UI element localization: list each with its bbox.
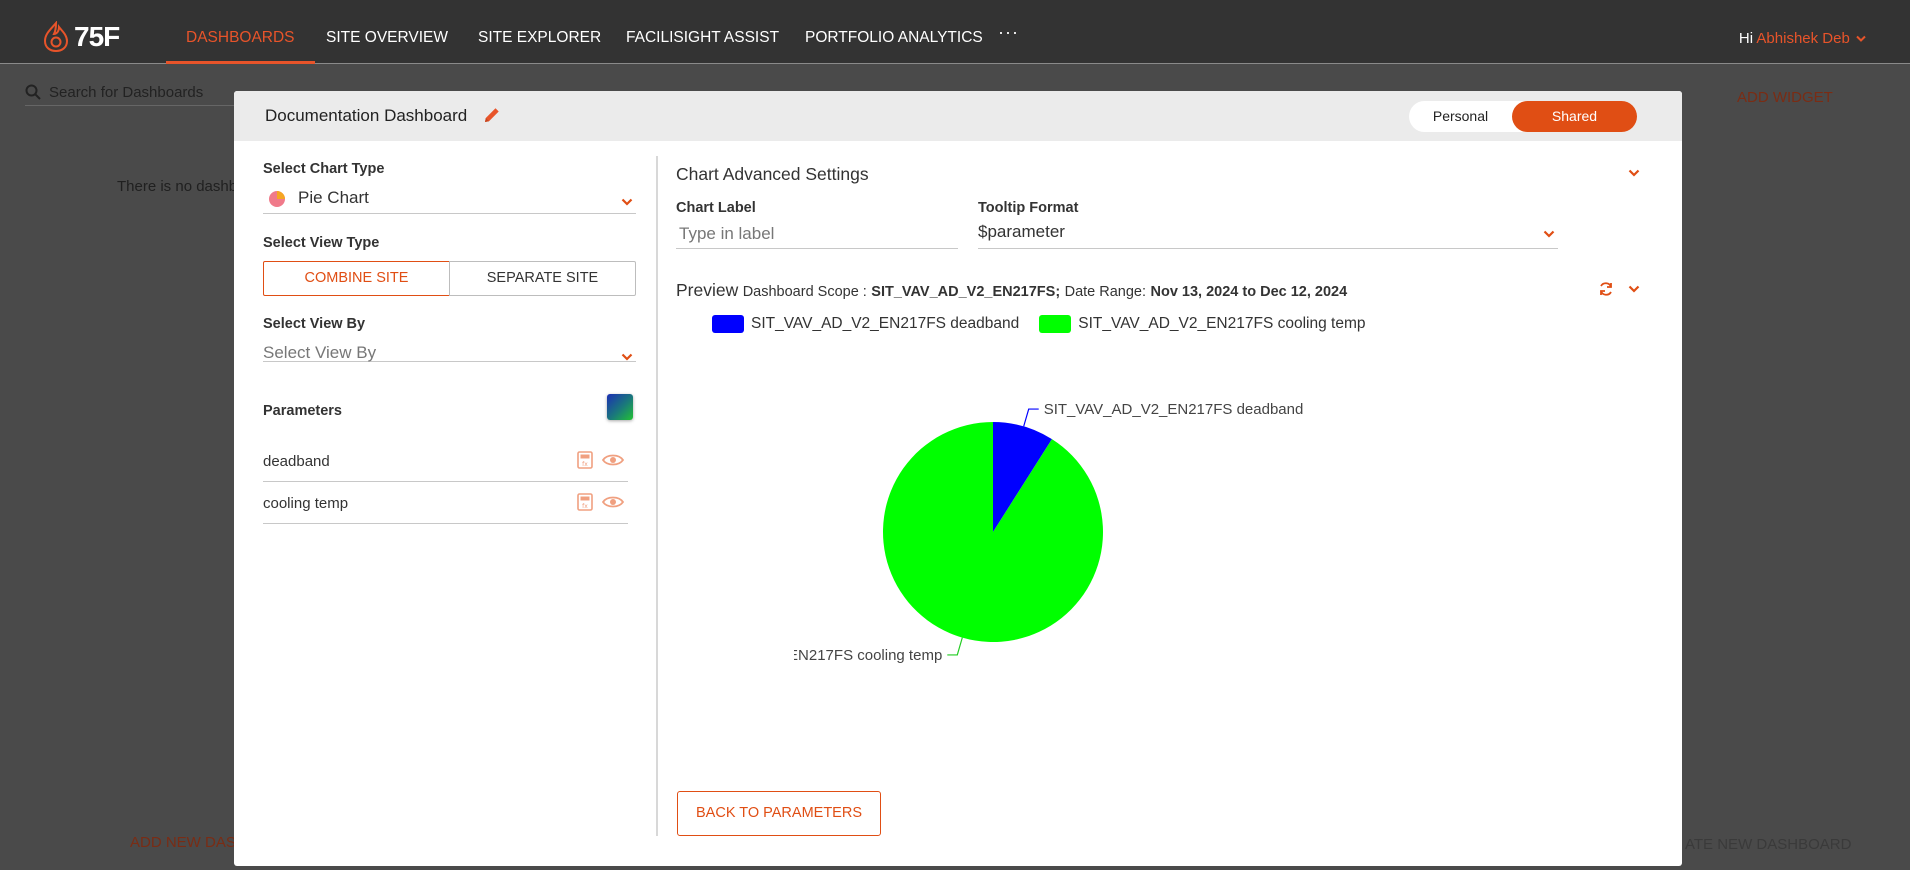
toggle-shared[interactable]: Shared [1512,101,1637,132]
eye-icon[interactable] [602,495,624,509]
calculator-icon[interactable]: fx [577,451,593,469]
eye-icon[interactable] [602,453,624,467]
chart-type-value: Pie Chart [298,188,369,207]
pencil-icon[interactable] [482,105,502,125]
combine-site-button[interactable]: COMBINE SITE [263,261,450,296]
legend-swatch-deadband[interactable] [712,315,744,333]
preview-header: Preview Dashboard Scope : SIT_VAV_AD_V2_… [676,280,1347,301]
logo-text: 75F [74,21,120,52]
chevron-down-icon[interactable] [1543,230,1555,238]
nav-site-overview[interactable]: SITE OVERVIEW [326,29,449,46]
pie-slice-deadband[interactable] [993,422,1052,532]
chevron-down-icon [1856,35,1866,42]
date-range-value: Nov 13, 2024 to Dec 12, 2024 [1150,284,1348,300]
leader-line-cooling-temp [947,637,963,656]
logo-flame-icon [43,21,69,53]
view-by-placeholder: Select View By [263,343,377,362]
tooltip-format-value: $parameter [978,222,1065,241]
greeting-text: Hi [1738,30,1754,47]
nav-site-explorer[interactable]: SITE EXPLORER [478,29,602,46]
pie-label-cooling-temp: SIT_VAV_AD_V2_EN217FS cooling temp [794,647,942,664]
legend-swatch-cooling-temp[interactable] [1039,315,1072,333]
view-by-label: Select View By [263,316,366,332]
parameters-label: Parameters [263,403,342,419]
chevron-down-icon[interactable] [621,198,633,206]
leader-line-deadband [1023,408,1039,427]
svg-text:fx: fx [582,503,588,510]
view-type-label: Select View Type [263,235,380,251]
pie-slice-cooling-temp[interactable] [883,422,1103,642]
back-to-parameters-button[interactable]: BACK TO PARAMETERS [677,791,881,836]
legend-label-deadband: SIT_VAV_AD_V2_EN217FS deadband [751,315,1020,332]
chevron-down-icon[interactable] [1628,169,1640,177]
visibility-toggle[interactable]: Personal Shared [1409,101,1637,132]
toggle-personal[interactable]: Personal [1432,108,1489,124]
logo[interactable]: 75F [42,20,120,54]
refresh-icon[interactable] [1598,281,1614,297]
chart-label-placeholder: Type in label [679,224,775,243]
dashboard-modal: Documentation Dashboard Personal Shared … [234,91,1682,866]
chart-type-label: Select Chart Type [263,161,385,177]
empty-dashboard-text: There is no dashb [117,178,238,195]
chart-type-select[interactable] [263,186,636,214]
svg-text:fx: fx [582,461,588,468]
panel-divider [656,156,658,836]
top-navigation: 75F DASHBOARDS SITE OVERVIEW SITE EXPLOR… [0,0,1910,64]
nav-more-button[interactable]: ··· [998,22,1019,42]
advanced-settings-title: Chart Advanced Settings [676,164,869,184]
chart-legend: SIT_VAV_AD_V2_EN217FS deadband SIT_VAV_A… [712,315,1385,333]
nav-dashboards[interactable]: DASHBOARDS [166,0,315,64]
modal-header: Documentation Dashboard Personal Shared [234,91,1682,141]
tooltip-format-label: Tooltip Format [978,200,1079,216]
dashboard-title: Documentation Dashboard [265,106,468,125]
parameter-name: cooling temp [263,495,349,512]
date-range-label: Date Range: [1064,284,1147,300]
separate-site-button[interactable]: SEPARATE SITE [449,261,636,296]
view-by-select[interactable] [263,334,636,362]
chart-label-label: Chart Label [676,200,756,216]
legend-label-cooling-temp: SIT_VAV_AD_V2_EN217FS cooling temp [1078,315,1366,332]
user-name: Abhishek Deb [1756,30,1850,47]
nav-facilisight-assist[interactable]: FACILISIGHT ASSIST [626,29,780,46]
chevron-down-icon[interactable] [1628,285,1640,293]
dashboard-search[interactable]: Search for Dashboards [25,82,425,106]
chart-label-input[interactable] [676,221,958,249]
pie-chart: SIT_VAV_AD_V2_EN217FS deadband SIT_VAV_AD… [794,401,1304,664]
view-type-toggle: COMBINE SITE SEPARATE SITE [263,261,636,296]
calculator-icon[interactable]: fx [577,493,593,511]
color-palette-picker[interactable] [607,394,633,420]
add-widget-button[interactable]: ADD WIDGET [1737,89,1833,106]
nav-portfolio-analytics[interactable]: PORTFOLIO ANALYTICS [805,29,983,46]
scope-label: Dashboard Scope : [742,284,867,300]
pie-chart-icon [269,191,285,207]
create-new-dashboard-button[interactable]: ATE NEW DASHBOARD [1685,836,1852,853]
search-icon [25,84,41,100]
pie-label-deadband: SIT_VAV_AD_V2_EN217FS deadband [1044,401,1304,418]
tooltip-format-select[interactable] [978,221,1558,249]
parameter-name: deadband [263,453,330,470]
search-placeholder: Search for Dashboards [49,84,204,101]
chevron-down-icon[interactable] [621,353,633,361]
parameter-row: cooling temp fx [263,482,628,524]
parameter-row: deadband fx [263,440,628,482]
add-new-dashboard-button[interactable]: ADD NEW DAS [130,834,236,851]
scope-value: SIT_VAV_AD_V2_EN217FS; [871,284,1061,300]
preview-title: Preview [676,280,739,300]
user-menu[interactable]: Hi Abhishek Deb [1739,30,1866,47]
